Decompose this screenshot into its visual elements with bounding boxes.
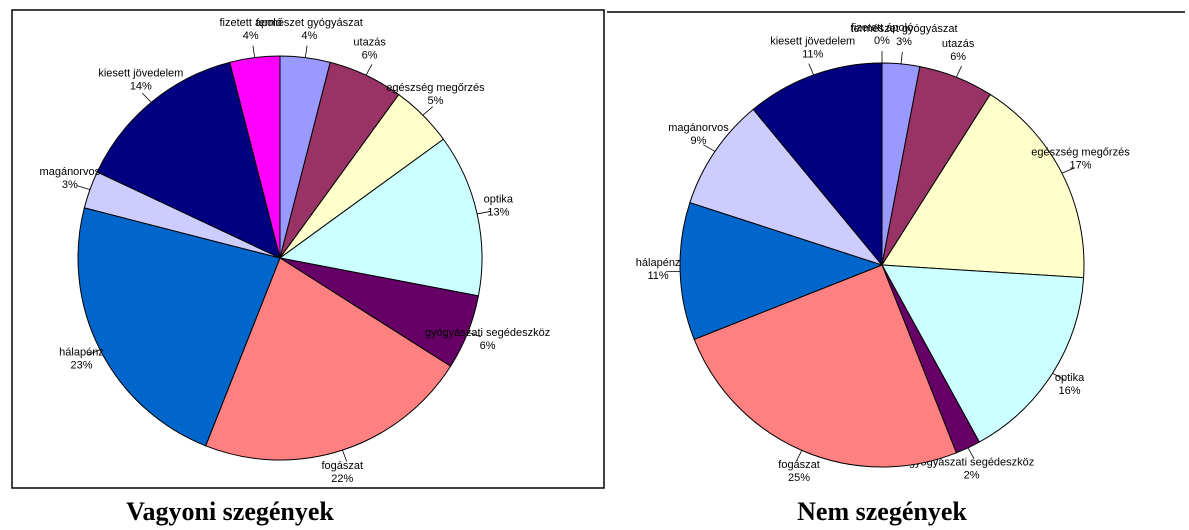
slice-label: egészség megőrzés <box>386 82 485 94</box>
pie-slice <box>679 201 884 341</box>
slice-label: gyógyászati segédeszköz <box>909 456 1034 468</box>
slice-value-label: 4% <box>243 30 259 42</box>
leader-line <box>252 45 256 58</box>
slice-value-label: 5% <box>428 95 444 107</box>
leader-line <box>467 331 481 338</box>
slice-label: optika <box>1055 372 1085 384</box>
chart-frame <box>11 9 605 489</box>
slice-value-label: 22% <box>331 473 353 485</box>
leader-line <box>703 144 716 152</box>
pie-slice <box>693 264 958 468</box>
slice-value-label: 17% <box>1069 159 1091 171</box>
slice-value-label: 9% <box>691 135 707 147</box>
chart-title: Vagyoni szegények <box>126 497 334 526</box>
slice-value-label: 0% <box>874 35 890 47</box>
leader-line <box>477 210 491 215</box>
pie-slice <box>881 93 1085 279</box>
slice-label: gyógyászati segédeszköz <box>425 327 550 339</box>
slice-value-label: 6% <box>480 340 496 352</box>
leader-line <box>967 447 975 459</box>
pie-slice <box>689 108 884 267</box>
slice-label: hálapénz <box>636 257 681 269</box>
slice-value-label: 11% <box>648 270 669 282</box>
slice-label: utazás <box>942 38 975 50</box>
slice-label: kiesett jövedelem <box>770 35 855 47</box>
slice-value-label: 3% <box>896 36 912 48</box>
slice-label: természet gyógyászat <box>256 17 363 29</box>
leader-line <box>955 65 962 78</box>
slice-value-label: 13% <box>487 206 509 218</box>
slice-value-label: 23% <box>70 360 92 372</box>
slice-label: utazás <box>353 37 386 49</box>
pie-slice <box>96 61 281 259</box>
slice-value-label: 6% <box>950 51 966 63</box>
slice-label: magánorvos <box>668 122 729 134</box>
pie-slice <box>204 257 452 461</box>
slice-label: fizetett ápoló <box>219 17 281 29</box>
slice-label: fogászat <box>322 460 364 472</box>
leader-line <box>900 51 903 64</box>
leader-line <box>1061 167 1075 174</box>
leader-line <box>795 450 803 462</box>
slice-value-label: 4% <box>301 30 317 42</box>
pie-slice <box>229 55 281 259</box>
slice-value-label: 6% <box>362 50 378 62</box>
slice-label: fizetett ápoló <box>851 22 913 34</box>
slice-value-label: 2% <box>964 469 980 481</box>
chart-title: Nem szegények <box>797 497 967 526</box>
pie-slice <box>881 264 1085 443</box>
slice-value-label: 16% <box>1059 385 1081 397</box>
slice-label: fogászat <box>778 459 820 471</box>
slice-label: optika <box>484 193 514 205</box>
slice-label: kiesett jövedelem <box>98 67 183 79</box>
leader-line <box>808 63 814 76</box>
pie-slice <box>77 207 281 447</box>
leader-line <box>76 185 91 190</box>
leader-line <box>342 449 348 462</box>
slice-label: magánorvos <box>40 166 101 178</box>
slice-value-label: 3% <box>62 179 78 191</box>
leader-line <box>422 106 433 116</box>
leader-line <box>87 349 101 356</box>
slice-label: természet gyógyászat <box>851 23 958 35</box>
pie-slice <box>278 138 483 297</box>
slice-label: egészség megőrzés <box>1031 146 1130 158</box>
slice-label: hálapénz <box>59 347 104 359</box>
slice-value-label: 11% <box>802 48 823 60</box>
leader-line <box>1052 372 1065 381</box>
leader-line <box>304 45 308 58</box>
slice-value-label: 14% <box>130 80 152 92</box>
leader-line <box>365 64 373 76</box>
slice-value-label: 25% <box>788 472 810 484</box>
leader-line <box>142 92 152 103</box>
